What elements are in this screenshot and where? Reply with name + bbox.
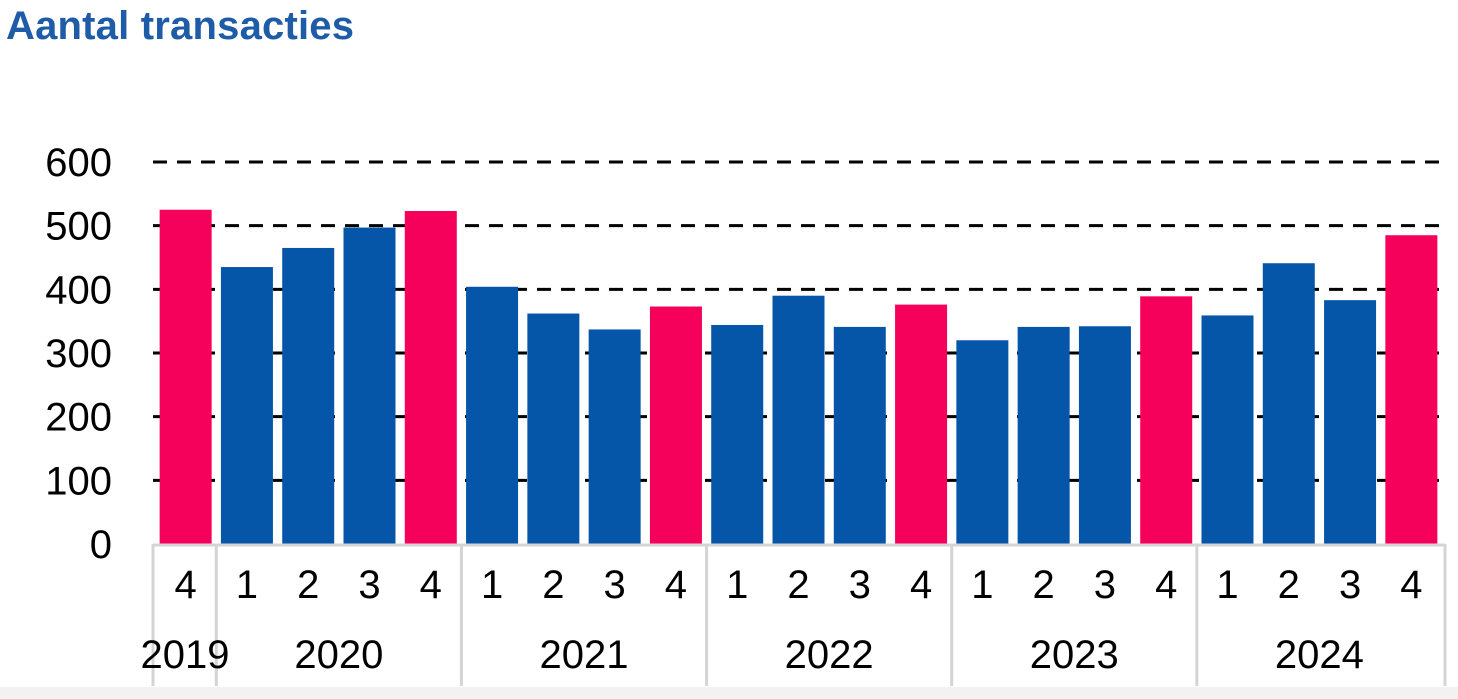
year-label-2021: 2021 <box>540 633 629 677</box>
y-tick-label: 600 <box>45 141 112 185</box>
quarter-label: 3 <box>1339 563 1361 607</box>
quarter-label: 1 <box>1216 563 1238 607</box>
year-label-2022: 2022 <box>785 633 874 677</box>
quarter-label: 2 <box>787 563 809 607</box>
y-tick-label: 300 <box>45 332 112 376</box>
bar-2022-q3 <box>833 326 886 544</box>
bar-2023-q2 <box>1017 326 1070 544</box>
quarter-label: 2 <box>1033 563 1055 607</box>
year-label-2024: 2024 <box>1275 633 1364 677</box>
bar-2020-q2 <box>282 247 335 544</box>
y-tick-label: 100 <box>45 459 112 503</box>
quarter-label: 3 <box>358 563 380 607</box>
quarter-label: 4 <box>175 563 197 607</box>
y-tick-label: 0 <box>90 523 112 567</box>
y-tick-label: 500 <box>45 205 112 249</box>
chart-title: Aantal transacties <box>6 4 355 48</box>
quarter-label: 3 <box>849 563 871 607</box>
bar-2020-q1 <box>220 267 273 544</box>
quarter-label: 1 <box>971 563 993 607</box>
quarter-label: 4 <box>665 563 687 607</box>
bar-2023-q1 <box>956 340 1009 544</box>
quarter-label: 4 <box>420 563 442 607</box>
bar-2020-q4 <box>404 211 457 545</box>
quarter-label: 1 <box>236 563 258 607</box>
bar-2020-q3 <box>343 227 396 544</box>
quarter-label: 3 <box>1094 563 1116 607</box>
quarter-label: 4 <box>1155 563 1177 607</box>
quarter-label: 1 <box>481 563 503 607</box>
bar-2023-q3 <box>1078 326 1131 544</box>
year-label-2020: 2020 <box>294 633 383 677</box>
bar-2024-q2 <box>1262 263 1315 544</box>
year-label-2023: 2023 <box>1030 633 1119 677</box>
bar-2023-q4 <box>1140 296 1193 544</box>
year-label-2019: 2019 <box>141 633 230 677</box>
y-tick-label: 400 <box>45 268 112 312</box>
quarter-label: 4 <box>1400 563 1422 607</box>
bar-2021-q4 <box>649 306 702 544</box>
bottom-strip <box>0 687 1458 699</box>
quarter-label: 3 <box>604 563 626 607</box>
quarter-label: 2 <box>297 563 319 607</box>
quarter-label: 1 <box>726 563 748 607</box>
bar-2022-q1 <box>711 324 764 544</box>
quarter-label: 4 <box>910 563 932 607</box>
bar-2024-q3 <box>1324 300 1377 544</box>
bar-2024-q1 <box>1201 315 1254 544</box>
bar-2021-q3 <box>588 329 641 544</box>
bar-2021-q2 <box>527 313 580 544</box>
bar-2021-q1 <box>466 286 519 544</box>
bar-2022-q2 <box>772 295 825 544</box>
bar-2019-q4 <box>159 209 212 544</box>
quarter-label: 2 <box>1278 563 1300 607</box>
quarter-label: 2 <box>542 563 564 607</box>
bar-2024-q4 <box>1385 235 1438 544</box>
y-tick-label: 200 <box>45 396 112 440</box>
bar-2022-q4 <box>895 304 948 544</box>
